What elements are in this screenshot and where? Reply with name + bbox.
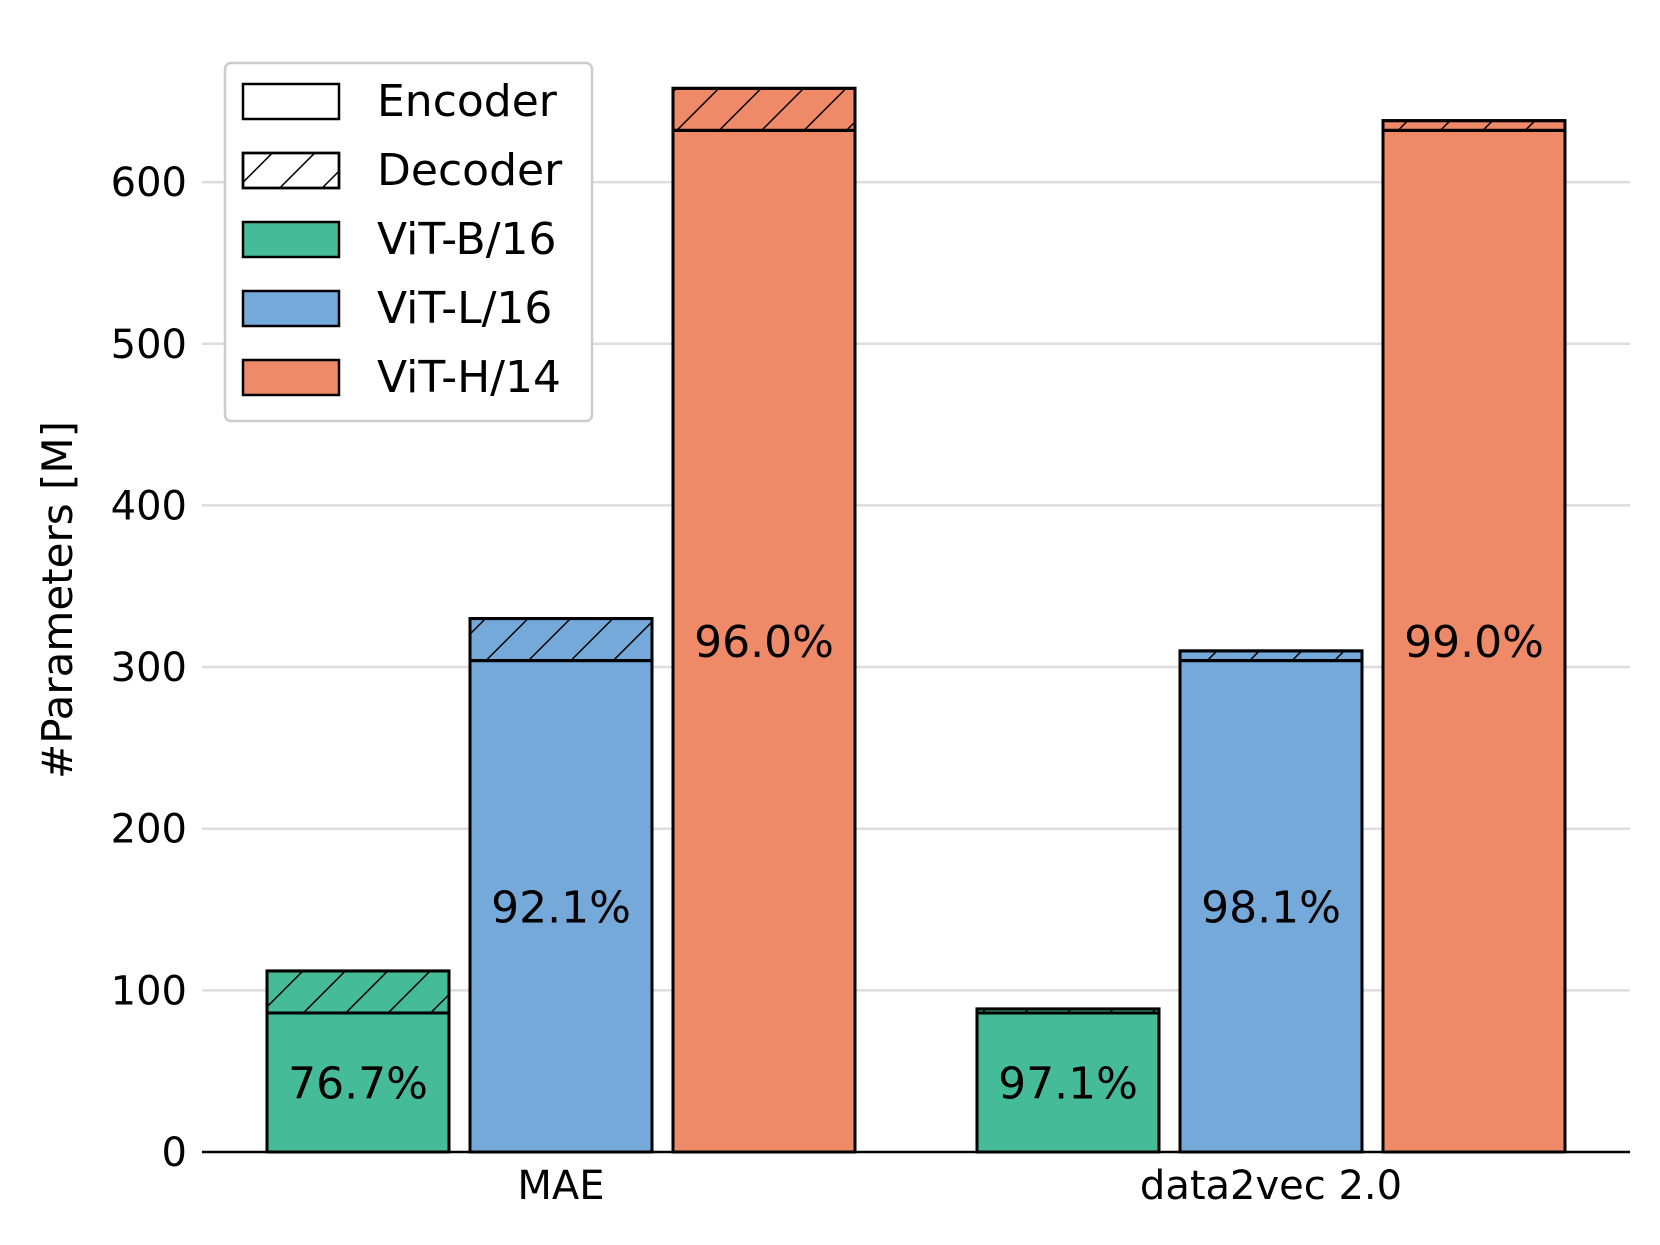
y-tick-label: 600: [111, 160, 187, 206]
y-tick-label: 300: [111, 645, 187, 691]
legend-label: ViT-H/14: [377, 352, 561, 403]
percent-label: 96.0%: [694, 617, 834, 668]
decoder-hatch: [975, 1007, 1161, 1015]
percent-label: 76.7%: [288, 1058, 428, 1109]
y-tick-label: 500: [111, 322, 187, 368]
decoder-hatch: [671, 86, 857, 132]
x-tick-label: MAE: [517, 1163, 604, 1209]
y-tick-label: 400: [111, 483, 187, 529]
percent-label: 97.1%: [998, 1058, 1138, 1109]
encoder-bar: [975, 1011, 1161, 1154]
legend-swatch: [241, 358, 341, 397]
decoder-hatch: [1381, 119, 1567, 132]
percent-label: 92.1%: [491, 882, 631, 933]
y-tick-label: 0: [162, 1130, 187, 1176]
legend-label: Encoder: [377, 76, 558, 127]
x-tick-label: data2vec 2.0: [1140, 1163, 1402, 1209]
y-tick-label: 200: [111, 807, 187, 853]
legend: Encoder Decoder ViT-B/16 ViT-L/16 ViT-H/14: [223, 61, 594, 423]
decoder-hatch: [1178, 649, 1364, 663]
encoder-bar: [671, 128, 857, 1154]
legend-swatch: [241, 289, 341, 328]
y-tick-label: 100: [111, 968, 187, 1014]
encoder-bar: [1178, 659, 1364, 1154]
legend-swatch-hatch: [241, 151, 341, 190]
decoder-hatch: [468, 617, 654, 663]
legend-label: ViT-B/16: [377, 214, 557, 265]
encoder-bar: [1381, 128, 1567, 1154]
axes: 0 100 200 300 400 500 600 MAE data2vec 2.0: [111, 160, 1630, 1209]
percent-label: 98.1%: [1201, 882, 1341, 933]
bars: 76.7% 92.1% 96.0% 97.1% 98.1% 99.0%: [265, 86, 1567, 1154]
y-axis-label: #Parameters [M]: [33, 421, 82, 779]
legend-label: Decoder: [377, 145, 563, 196]
decoder-hatch: [265, 969, 451, 1015]
legend-label: ViT-L/16: [377, 283, 552, 334]
legend-swatch: [241, 220, 341, 259]
percent-label: 99.0%: [1404, 617, 1544, 668]
legend-swatch: [241, 82, 341, 121]
